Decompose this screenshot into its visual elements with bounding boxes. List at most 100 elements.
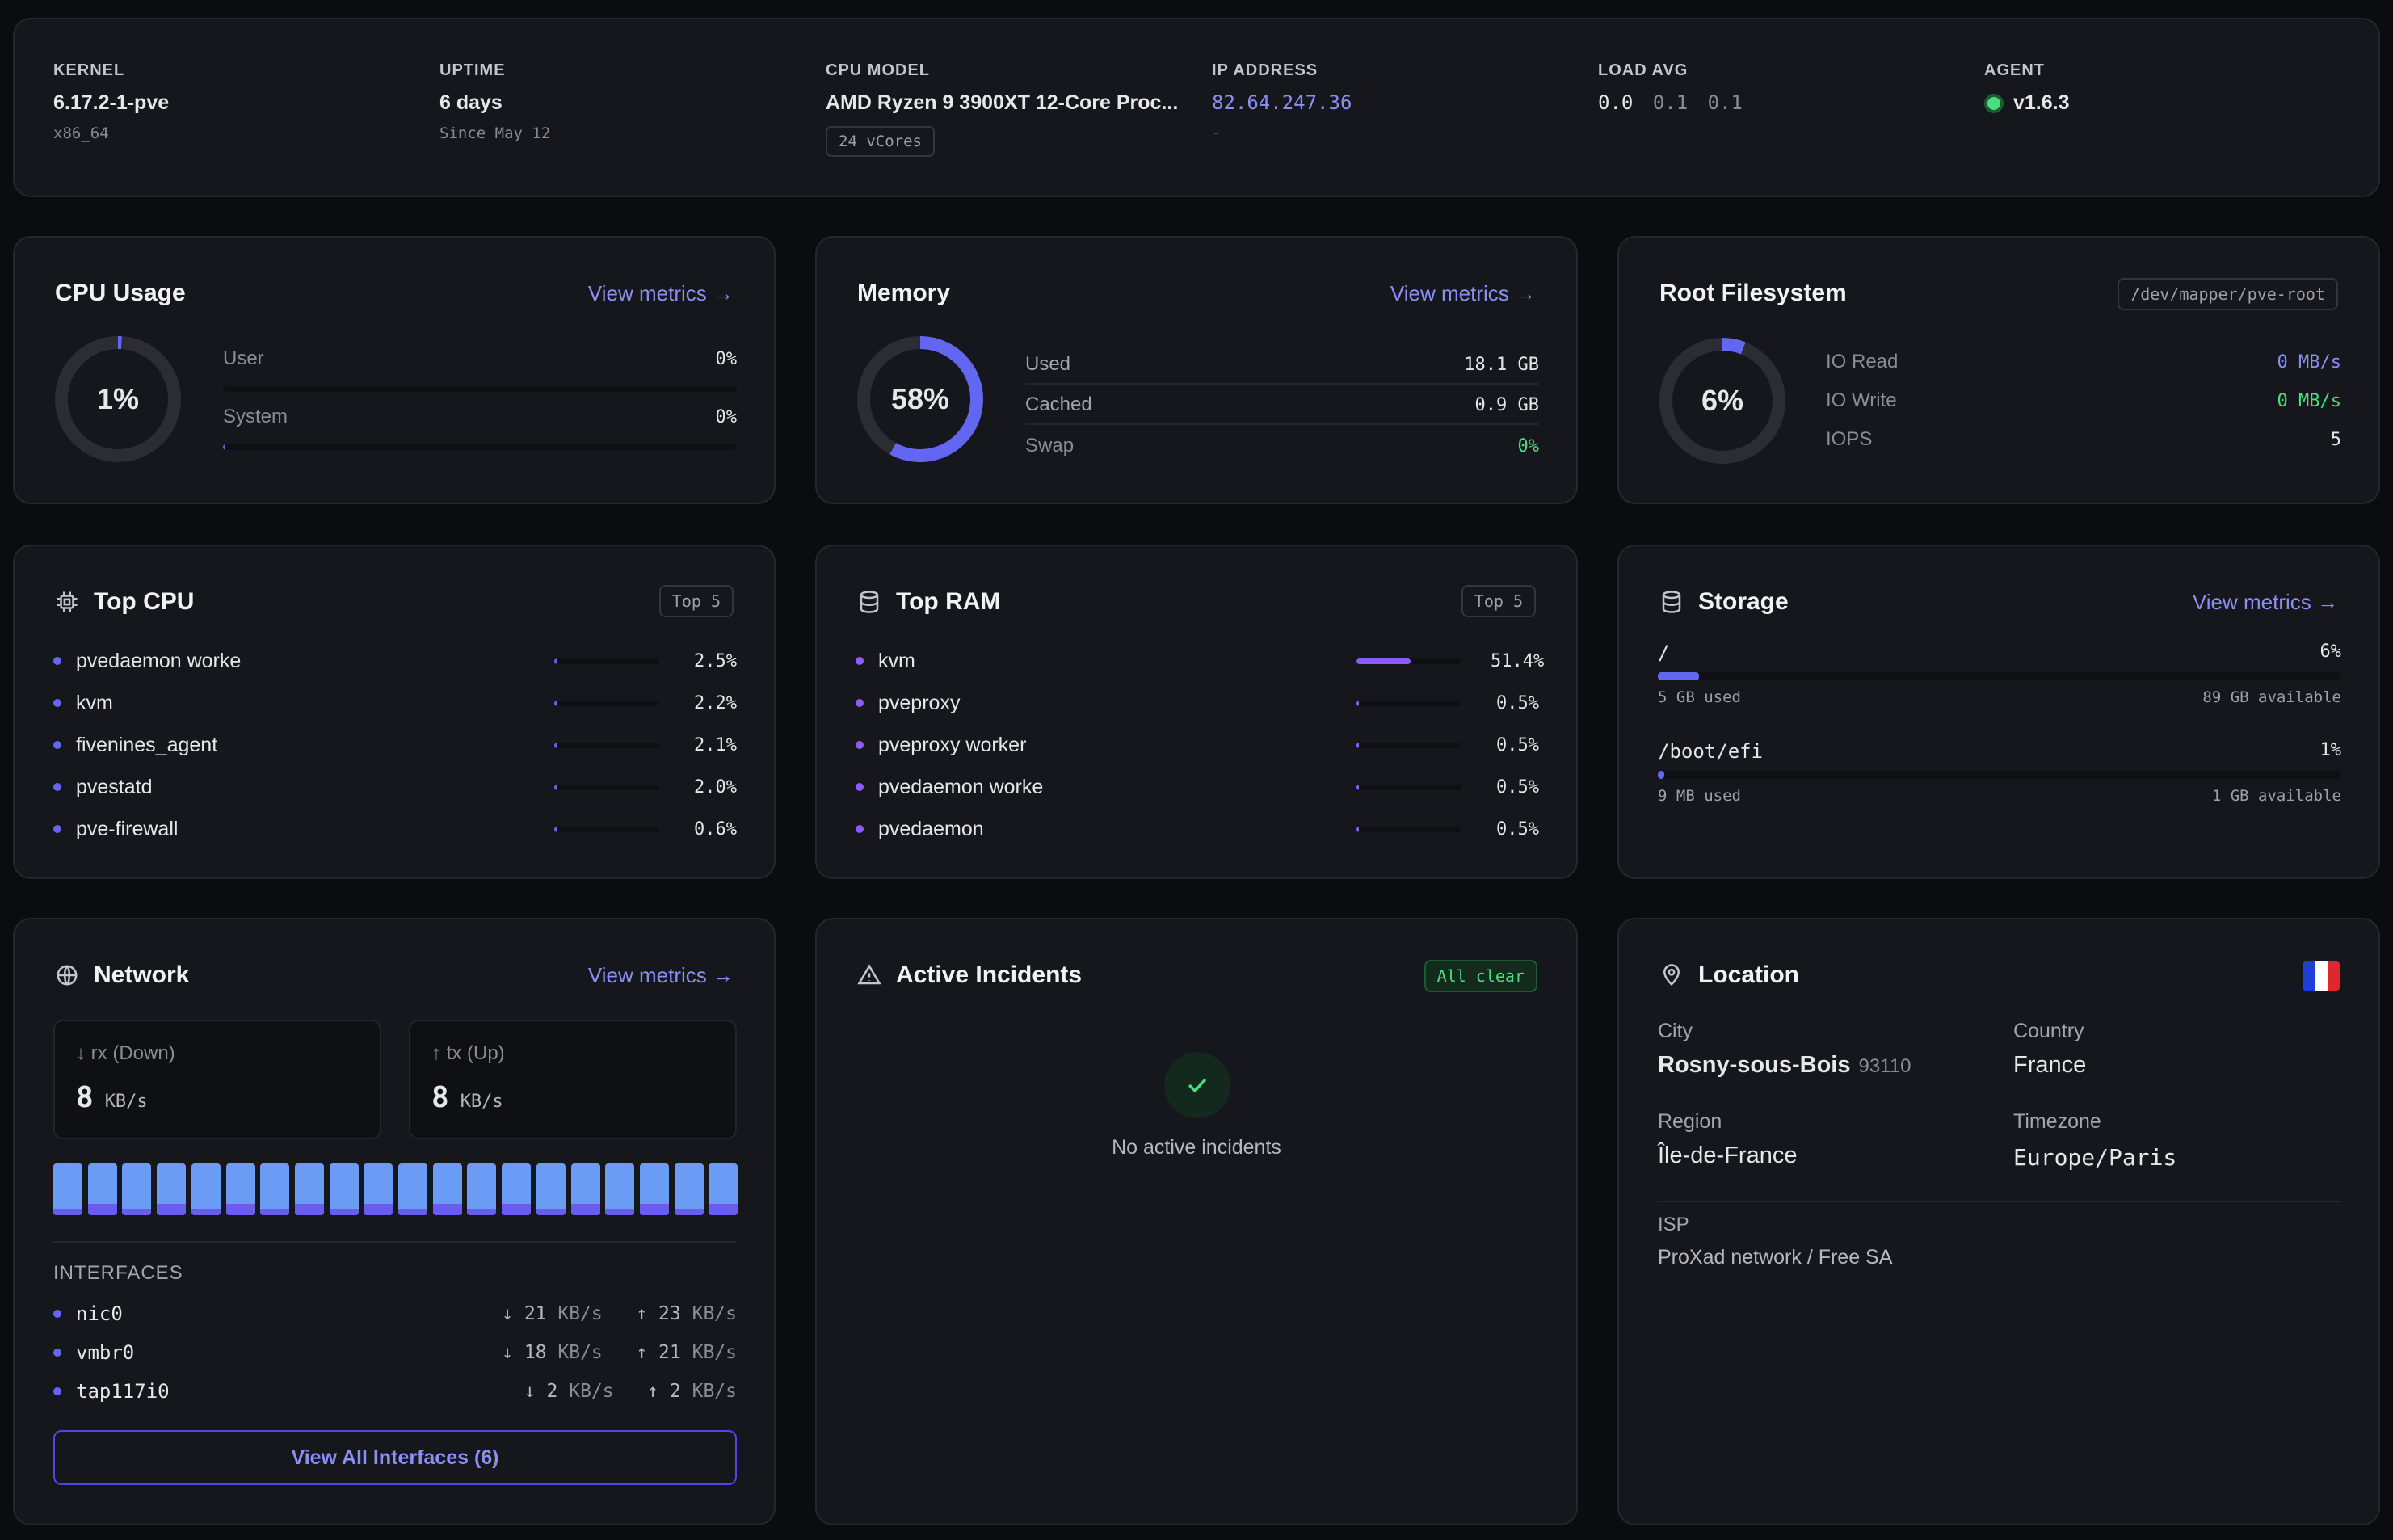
traffic-bar — [225, 1163, 255, 1215]
traffic-bar — [191, 1163, 221, 1215]
arrow-down-icon: ↓ — [76, 1042, 91, 1064]
traffic-bar — [87, 1163, 117, 1215]
interface-up: 21 — [658, 1342, 681, 1363]
load-1: 0.0 — [1598, 91, 1634, 114]
kernel-info: KERNEL 6.17.2-1-pve x86_64 — [53, 61, 169, 142]
network-title: Network — [94, 961, 190, 988]
memory-cached-row: Cached 0.9 GB — [1025, 386, 1539, 425]
arrow-down-icon: ↓ — [524, 1381, 547, 1402]
process-row: pvedaemon 0.5% — [856, 814, 1539, 844]
system-info-bar: KERNEL 6.17.2-1-pve x86_64 UPTIME 6 days… — [13, 18, 2380, 197]
io-read-label: IO Read — [1826, 351, 1899, 372]
top-ram-title: Top RAM — [896, 588, 1001, 615]
traffic-sparkline — [53, 1163, 738, 1215]
mount-available: 89 GB available — [2202, 688, 2341, 706]
memory-view-metrics-link[interactable]: View metrics → — [1390, 281, 1536, 305]
city-row: Rosny-sous-Bois 93110 — [1658, 1052, 1911, 1079]
storage-header: Storage — [1659, 588, 1789, 616]
interface-down: 18 — [524, 1342, 547, 1363]
root-filesystem-card: Root Filesystem /dev/mapper/pve-root 6% … — [1617, 236, 2380, 504]
process-bar — [1356, 784, 1461, 790]
bullet-dot — [856, 825, 864, 833]
memory-cached-value: 0.9 GB — [1474, 394, 1539, 415]
ip-value[interactable]: 82.64.247.36 — [1212, 91, 1352, 114]
process-row: pvedaemon worke 0.5% — [856, 772, 1539, 802]
uptime-value: 6 days — [439, 91, 503, 114]
city-value: Rosny-sous-Bois — [1658, 1052, 1851, 1078]
interface-row[interactable]: vmbr0 ↓ 18 KB/s ↑ 21 KB/s — [53, 1340, 737, 1365]
warning-triangle-icon — [857, 964, 881, 985]
no-incidents-message: No active incidents — [1112, 1136, 1281, 1159]
map-pin-icon — [1663, 964, 1680, 986]
location-title: Location — [1698, 961, 1799, 988]
agent-info: AGENT v1.6.3 — [1984, 61, 2070, 115]
process-value: 0.6% — [694, 818, 737, 839]
tx-value: 8 — [431, 1081, 449, 1114]
traffic-bar — [432, 1163, 462, 1215]
rx-value: 8 — [76, 1081, 94, 1114]
mount-usage-bar — [1658, 672, 2341, 680]
io-write-label: IO Write — [1826, 389, 1897, 411]
interface-name: tap117i0 — [76, 1380, 170, 1403]
traffic-bar — [53, 1163, 82, 1215]
storage-view-metrics-link[interactable]: View metrics → — [2192, 590, 2338, 614]
france-flag-icon — [2303, 961, 2340, 991]
mount-used: 5 GB used — [1658, 688, 1741, 706]
tx-label: tx (Up) — [446, 1042, 505, 1064]
memory-used-label: Used — [1025, 353, 1071, 375]
tx-reading: 8 KB/s — [431, 1081, 503, 1114]
interface-name: nic0 — [76, 1302, 123, 1325]
interface-rates: ↓ 18 KB/s ↑ 21 KB/s — [502, 1342, 737, 1363]
process-name: kvm — [76, 691, 113, 714]
database-icon — [1662, 591, 1681, 613]
process-bar — [554, 784, 659, 790]
country-label: Country — [2013, 1020, 2084, 1042]
interface-row[interactable]: nic0 ↓ 21 KB/s ↑ 23 KB/s — [53, 1301, 737, 1327]
location-card: Location City Rosny-sous-Bois 93110 Coun… — [1617, 918, 2380, 1525]
timezone-label: Timezone — [2013, 1110, 2101, 1133]
network-view-metrics-link[interactable]: View metrics → — [587, 963, 734, 987]
incidents-title: Active Incidents — [896, 961, 1083, 988]
agent-status: v1.6.3 — [1984, 91, 2070, 115]
traffic-bar — [467, 1163, 497, 1215]
process-name: pveproxy — [878, 691, 961, 714]
io-read-row: IO Read 0 MB/s — [1826, 351, 2341, 373]
process-bar — [1356, 658, 1461, 664]
cpu-view-metrics-link[interactable]: View metrics → — [587, 281, 734, 305]
process-name: pveproxy worker — [878, 733, 1027, 756]
region-label: Region — [1658, 1110, 1722, 1133]
top-cpu-title: Top CPU — [94, 588, 195, 615]
network-card: Network View metrics → ↓ rx (Down) 8 KB/… — [13, 918, 776, 1525]
interface-row[interactable]: tap117i0 ↓ 2 KB/s ↑ 2 KB/s — [53, 1378, 737, 1404]
location-header: Location — [1659, 961, 1799, 989]
traffic-bar — [536, 1163, 566, 1215]
arrow-up-icon: ↑ — [613, 1381, 670, 1402]
city-label: City — [1658, 1020, 1693, 1042]
iops-value: 5 — [2330, 429, 2341, 450]
load-avg-values: 0.0 0.1 0.1 — [1598, 91, 1743, 114]
traffic-bar — [157, 1163, 187, 1215]
process-bar — [1356, 700, 1461, 706]
io-read-value: 0 MB/s — [2277, 351, 2341, 372]
arrow-up-icon: ↑ — [602, 1303, 659, 1324]
agent-label: AGENT — [1984, 61, 2045, 79]
bullet-dot — [53, 783, 61, 791]
traffic-bar — [502, 1163, 532, 1215]
ip-label: IP ADDRESS — [1212, 61, 1318, 79]
process-value: 0.5% — [1496, 734, 1539, 755]
process-name: pvedaemon worke — [878, 775, 1044, 798]
bullet-dot — [856, 699, 864, 707]
io-write-value: 0 MB/s — [2277, 390, 2341, 411]
process-row: pvedaemon worke 2.5% — [53, 646, 737, 675]
tx-label-wrap: ↑ tx (Up) — [431, 1042, 505, 1065]
memory-gauge: 58% — [856, 335, 985, 464]
top-ram-header: Top RAM — [857, 588, 1000, 616]
mount-usage-bar — [1658, 771, 2341, 779]
mount-used: 9 MB used — [1658, 787, 1741, 805]
bullet-dot — [53, 657, 61, 665]
incidents-header: Active Incidents — [857, 961, 1082, 989]
unit: KB/s — [557, 1381, 614, 1402]
view-all-interfaces-button[interactable]: View All Interfaces (6) — [53, 1430, 737, 1485]
agent-status-dot — [1984, 93, 2004, 113]
load-avg-label: LOAD AVG — [1598, 61, 1689, 79]
